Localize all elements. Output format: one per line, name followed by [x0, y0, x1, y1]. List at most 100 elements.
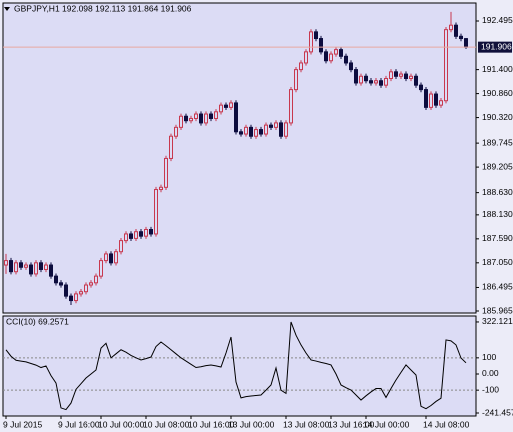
x-tick-label: 13 Jul 00:00: [228, 419, 275, 429]
candle-body: [349, 62, 353, 71]
candle-body: [254, 129, 258, 137]
candle-body: [344, 55, 348, 64]
candle-body: [59, 282, 63, 286]
candle-body: [229, 102, 233, 108]
candle-body: [154, 189, 158, 235]
candle-body: [39, 262, 43, 270]
candle-body: [109, 253, 113, 264]
candle-body: [144, 229, 148, 237]
candle-body: [314, 31, 318, 40]
indicator-title: CCI(10) 69.2571: [6, 316, 69, 326]
candle-body: [54, 275, 58, 284]
x-tick-label: 9 Jul 16:00: [58, 419, 100, 429]
candle-body: [9, 260, 13, 273]
x-tick-label: 13 Jul 08:00: [283, 419, 330, 429]
candle-body: [359, 75, 363, 84]
y-tick-label: 191.400: [482, 64, 513, 74]
candle-body: [284, 122, 288, 137]
candle-body: [139, 231, 143, 237]
candle-body: [289, 89, 293, 124]
candle-body: [434, 93, 438, 106]
candle-body: [319, 38, 323, 53]
candle-body: [169, 135, 173, 159]
candle-body: [354, 69, 358, 84]
candle-body: [364, 75, 368, 82]
candle-body: [119, 240, 123, 253]
candle-body: [329, 53, 333, 62]
candle-body: [194, 113, 198, 119]
x-tick-label: 14 Jul 00:00: [363, 419, 410, 429]
y-tick-label: 188.130: [482, 209, 513, 219]
candle-body: [389, 71, 393, 80]
candle-body: [99, 260, 103, 277]
candle-body: [249, 126, 253, 137]
candle-body: [219, 104, 223, 113]
candle-body: [274, 122, 278, 128]
cci-line: [5, 321, 467, 411]
x-tick-label: 10 Jul 08:00: [143, 419, 190, 429]
candle-body: [104, 253, 108, 262]
candle-body: [324, 51, 328, 62]
candle-body: [79, 291, 83, 295]
candle-body: [29, 264, 33, 275]
candle-body: [209, 113, 213, 119]
candle-body: [14, 262, 18, 273]
candle-body: [404, 73, 408, 80]
candle-body: [244, 126, 248, 135]
candle-body: [414, 75, 418, 86]
x-tick-label: 10 Jul 16:00: [188, 419, 235, 429]
candle-body: [199, 113, 203, 124]
candle-body: [134, 231, 138, 239]
candle-body: [214, 111, 218, 119]
candle-body: [409, 75, 413, 80]
candle-body: [84, 284, 88, 293]
candle-body: [149, 229, 153, 235]
candle-body: [264, 124, 268, 135]
candle-body: [234, 102, 238, 133]
candle-body: [309, 31, 313, 53]
y-tick-label: 187.050: [482, 257, 513, 267]
plot-area: [2, 2, 477, 314]
candle-body: [204, 113, 208, 124]
y-tick-label: 190.320: [482, 112, 513, 122]
candle-body: [339, 49, 343, 57]
candle-body: [174, 126, 178, 137]
candle-body: [429, 93, 433, 108]
current-price-label: 191.906: [481, 41, 512, 51]
menu-icon: [4, 7, 10, 11]
candle-body: [74, 293, 78, 302]
candle-body: [24, 264, 28, 268]
current-price-box: [478, 41, 512, 53]
candle-body: [299, 62, 303, 71]
candle-body: [49, 264, 53, 277]
candle-body: [129, 233, 133, 239]
candle-body: [4, 260, 8, 266]
candle-body: [394, 71, 398, 77]
candle-body: [94, 275, 98, 284]
y-tick-label: -100: [482, 384, 499, 394]
y-tick-label: 100: [482, 352, 496, 362]
candle-body: [19, 262, 23, 268]
y-tick-label: 192.495: [482, 15, 513, 25]
candle-body: [384, 78, 388, 86]
candle-body: [269, 124, 273, 128]
candle-body: [439, 100, 443, 106]
candle-body: [89, 282, 93, 286]
candle-body: [179, 115, 183, 128]
candle-body: [449, 24, 453, 31]
candle-body: [399, 73, 403, 77]
candle-body: [124, 233, 128, 242]
x-tick-label: 9 Jul 2015: [3, 419, 42, 429]
y-tick-label: -241.4573: [482, 407, 513, 417]
candle-body: [369, 80, 373, 84]
candle-body: [239, 131, 243, 135]
candle-body: [424, 89, 428, 108]
candle-body: [114, 251, 118, 264]
candle-body: [304, 51, 308, 64]
candle-body: [464, 38, 468, 48]
candle-body: [64, 284, 68, 297]
y-tick-label: 322.1215: [482, 316, 513, 326]
candle-body: [69, 295, 73, 302]
y-tick-label: 185.965: [482, 305, 513, 315]
